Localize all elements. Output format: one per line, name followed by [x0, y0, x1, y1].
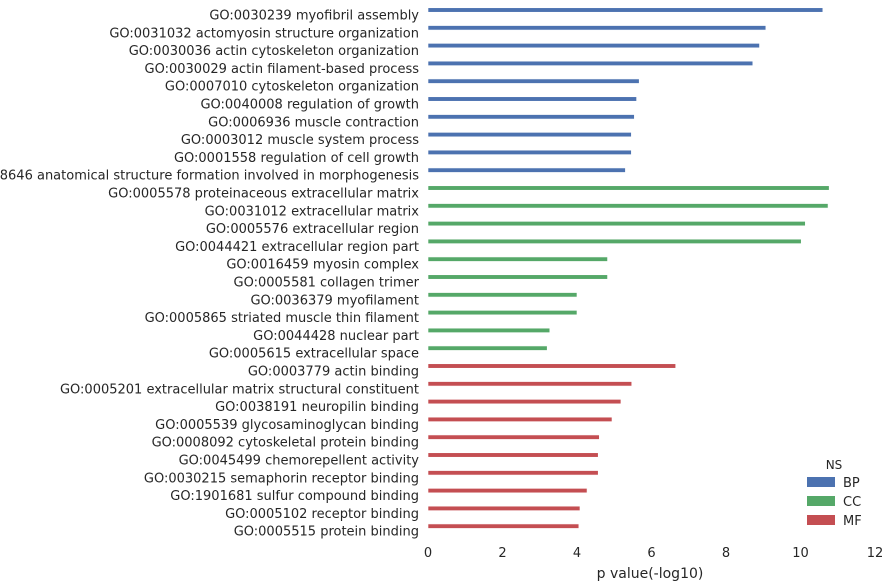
bar-cc: [427, 238, 802, 244]
legend-label-mf: MF: [843, 514, 862, 529]
bar-mf: [427, 434, 600, 440]
bar-cc: [427, 345, 548, 351]
category-label: GO:0001558 regulation of cell growth: [174, 151, 419, 166]
category-label: GO:0045499 chemorepellent activity: [179, 454, 420, 469]
bar-cc: [427, 185, 830, 191]
category-label: GO:0003779 actin binding: [248, 365, 419, 380]
category-label: GO:0005581 collagen trimer: [234, 276, 420, 291]
category-label: GO:0044428 nuclear part: [253, 329, 419, 344]
x-tick-label: 6: [647, 546, 655, 561]
category-label: GO:0005578 proteinaceous extracellular m…: [108, 187, 419, 202]
bar-bp: [427, 78, 640, 84]
category-label: GO:0008092 cytoskeletal protein binding: [152, 436, 419, 451]
category-label: GO:0036379 myofilament: [250, 293, 419, 308]
category-label: GO:0044421 extracellular region part: [175, 240, 419, 255]
x-tick-label: 4: [573, 546, 581, 561]
category-label: GO:0048646 anatomical structure formatio…: [0, 169, 419, 184]
bar-mf: [427, 523, 580, 529]
x-tick-label: 2: [498, 546, 506, 561]
bar-bp: [427, 60, 754, 66]
category-label: GO:0030215 semaphorin receptor binding: [144, 471, 419, 486]
category-label: GO:0005102 receptor binding: [225, 507, 419, 522]
x-tick-label: 8: [722, 546, 730, 561]
bar-bp: [427, 167, 626, 173]
bar-mf: [427, 399, 622, 405]
bar-bp: [427, 132, 632, 138]
bar-bp: [427, 25, 767, 31]
bar-mf: [427, 363, 677, 369]
bar-bp: [427, 149, 632, 155]
category-label: GO:0030239 myofibril assembly: [209, 9, 419, 24]
legend-items-group: BP CC MF: [807, 476, 862, 529]
legend-swatch-mf: [807, 515, 835, 525]
x-tick-label: 0: [424, 546, 432, 561]
legend-swatch-bp: [807, 477, 835, 487]
category-label: GO:0031032 actomyosin structure organiza…: [109, 26, 419, 41]
category-label: GO:1901681 sulfur compound binding: [170, 489, 419, 504]
bar-mf: [427, 470, 599, 476]
bar-cc: [427, 292, 578, 298]
category-label: GO:0016459 myosin complex: [226, 258, 419, 273]
category-label: GO:0005615 extracellular space: [209, 347, 419, 362]
category-label: GO:0005539 glycosaminoglycan binding: [155, 418, 419, 433]
category-labels-group: GO:0030239 myofibril assembly GO:0031032 …: [0, 9, 420, 540]
bar-cc: [427, 203, 829, 209]
bar-mf: [427, 505, 581, 511]
category-label: GO:0030036 actin cytoskeleton organizati…: [129, 44, 419, 59]
bar-cc: [427, 221, 806, 227]
legend-title: NS: [826, 458, 843, 472]
legend-label-bp: BP: [843, 476, 860, 491]
category-label: GO:0038191 neuropilin binding: [215, 400, 419, 415]
bar-cc: [427, 274, 608, 280]
bar-cc: [427, 327, 551, 333]
bar-mf: [427, 416, 613, 422]
bar-mf: [427, 452, 599, 458]
category-label: GO:0031012 extracellular matrix: [205, 204, 420, 219]
category-label: GO:0003012 muscle system process: [181, 133, 419, 148]
category-label: GO:0005515 protein binding: [234, 525, 419, 540]
legend-label-cc: CC: [843, 495, 861, 510]
bars-group: [427, 7, 830, 529]
legend: NS BP CC MF: [807, 458, 862, 529]
x-tick-label: 12: [867, 546, 884, 561]
category-label: GO:0006936 muscle contraction: [208, 115, 419, 130]
bar-bp: [427, 96, 637, 102]
category-label: GO:0030029 actin filament-based process: [145, 62, 420, 77]
bar-bp: [427, 114, 635, 120]
x-axis-title: p value(-log10): [597, 566, 704, 582]
category-label: GO:0007010 cytoskeleton organization: [165, 80, 419, 95]
category-label: GO:0005576 extracellular region: [206, 222, 419, 237]
bar-mf: [427, 488, 588, 494]
category-label: GO:0005201 extracellular matrix structur…: [60, 382, 419, 397]
bar-bp: [427, 43, 760, 49]
x-axis-ticks-group: 0 2 4 6 8 10 12: [424, 546, 883, 561]
bar-mf: [427, 381, 633, 387]
category-label: GO:0040008 regulation of growth: [200, 98, 419, 113]
legend-swatch-cc: [807, 496, 835, 506]
bar-bp: [427, 7, 824, 13]
bar-cc: [427, 310, 578, 316]
x-tick-label: 10: [792, 546, 809, 561]
category-label: GO:0005865 striated muscle thin filament: [145, 311, 419, 326]
bar-cc: [427, 256, 608, 262]
